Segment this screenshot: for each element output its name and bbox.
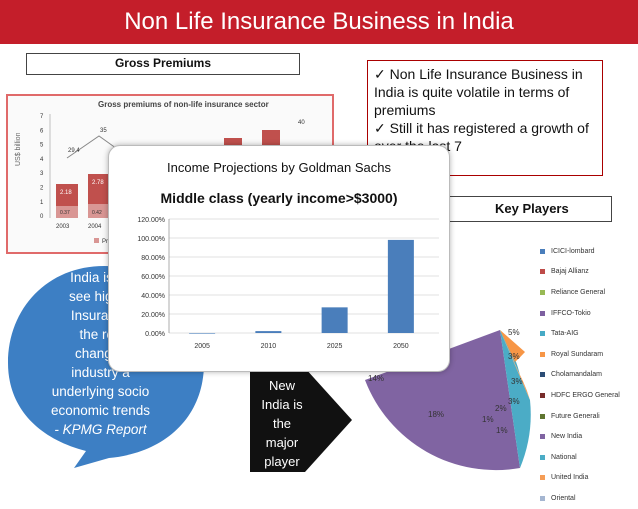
pie-legend-item: Reliance General xyxy=(540,282,620,303)
gross-ytick: 4 xyxy=(40,157,44,163)
y-tick-label: 100.00% xyxy=(137,236,165,243)
gross-ytick: 1 xyxy=(40,200,44,206)
pie-legend-item: Royal Sundaram xyxy=(540,344,620,365)
pie-legend-item: New India xyxy=(540,426,620,447)
x-label-2004: 2004 xyxy=(88,224,102,230)
popup-subtitle: Middle class (yearly income>$3000) xyxy=(160,190,398,206)
x-tick-label: 2050 xyxy=(393,343,409,350)
pie-legend-item: National xyxy=(540,447,620,468)
gross-ytick: 5 xyxy=(40,143,44,149)
line-label-2: 35 xyxy=(100,128,107,134)
pie-pct-2: 2% xyxy=(495,404,507,413)
pie-pct-5: 5% xyxy=(508,328,520,337)
gross-ytick: 6 xyxy=(40,128,44,134)
pie-legend-item: Oriental xyxy=(540,488,620,509)
pie-legend-item: HDFC ERGO General xyxy=(540,385,620,406)
bar-2005 xyxy=(189,333,216,334)
pie-legend-item: Cholamandalam xyxy=(540,365,620,386)
arrow-text: New India is the major player xyxy=(261,378,303,469)
market-share-pie xyxy=(365,330,531,471)
y-tick-label: 20.00% xyxy=(141,312,165,319)
income-chart: 120.00% 100.00% 80.00% 60.00% 40.00% 20.00% 0.… xyxy=(137,217,439,350)
bar-2050 xyxy=(387,239,414,333)
x-tick-label: 2025 xyxy=(327,343,343,350)
y-tick-label: 60.00% xyxy=(141,274,165,281)
y2-tick: 40 xyxy=(298,120,305,126)
pie-legend-item: Future Generali xyxy=(540,406,620,427)
bar-2010 xyxy=(255,331,282,333)
pie-pct-3a: 3% xyxy=(511,377,523,386)
gross-ytick: 7 xyxy=(40,114,44,120)
y-tick-label: 80.00% xyxy=(141,255,165,262)
pie-pct-1b: 1% xyxy=(496,426,508,435)
pie-legend-item: Bajaj Allianz xyxy=(540,262,620,283)
line-label-1: 29.4 xyxy=(68,148,80,154)
bar-label-2004: 2.78 xyxy=(92,180,104,186)
pie-pct-14: 14% xyxy=(368,374,385,383)
pie-pct-18: 18% xyxy=(428,410,445,419)
pie-legend-item: United India xyxy=(540,468,620,489)
gross-chart-ylabel: US$ billion xyxy=(15,132,22,166)
bar-label-2003: 2.18 xyxy=(60,190,72,196)
small-label-2003: 0.37 xyxy=(60,210,70,216)
gross-ytick: 2 xyxy=(40,186,44,192)
x-label-2003: 2003 xyxy=(56,224,70,230)
y-tick-label: 40.00% xyxy=(141,293,165,300)
income-projection-popup: Income Projections by Goldman Sachs Midd… xyxy=(108,145,450,372)
x-tick-label: 2010 xyxy=(261,343,277,350)
pie-pct-3c: 3% xyxy=(508,352,520,361)
pie-pct-3b: 3% xyxy=(508,397,520,406)
bar-2025 xyxy=(321,307,348,333)
gross-chart-title: Gross premiums of non-life insurance sec… xyxy=(98,100,269,109)
gross-ytick: 3 xyxy=(40,171,44,177)
pie-legend-item: ICICI-lombard xyxy=(540,241,620,262)
slide-title: Non Life Insurance Business in India xyxy=(0,0,638,44)
x-tick-label: 2005 xyxy=(194,343,210,350)
pie-legend-item: IFFCO-Tokio xyxy=(540,303,620,324)
gross-legend: Pre xyxy=(102,239,112,245)
pie-legend-item: Tata-AIG xyxy=(540,323,620,344)
gross-premiums-label: Gross Premiums xyxy=(26,53,300,75)
note-1: ✓ Non Life Insurance Business in India i… xyxy=(374,66,583,118)
gross-ytick: 0 xyxy=(40,214,44,220)
popup-title: Income Projections by Goldman Sachs xyxy=(167,160,391,175)
small-label-2004: 0.42 xyxy=(92,210,102,216)
y-tick-label: 120.00% xyxy=(137,217,165,224)
y-tick-label: 0.00% xyxy=(145,331,165,338)
bubble-source: - KPMG Report xyxy=(54,422,147,437)
arrow-shape xyxy=(250,368,352,472)
pie-pct-1a: 1% xyxy=(482,415,494,424)
